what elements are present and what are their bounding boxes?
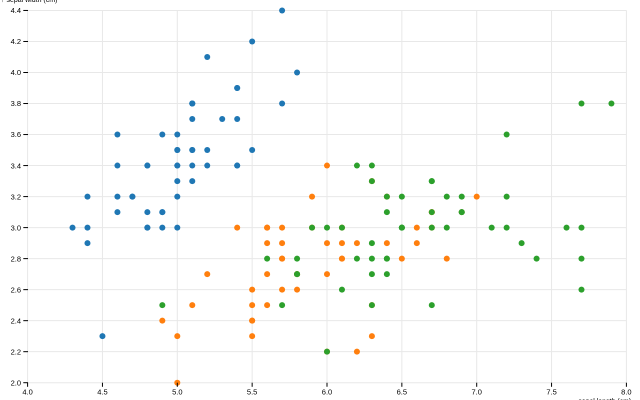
svg-text:4.2: 4.2 — [11, 37, 21, 46]
svg-text:↑ sepal width (cm): ↑ sepal width (cm) — [1, 0, 57, 4]
svg-text:3.8: 3.8 — [11, 99, 21, 108]
svg-text:3.2: 3.2 — [11, 192, 21, 201]
svg-text:6.0: 6.0 — [322, 388, 332, 397]
svg-text:7.5: 7.5 — [546, 388, 556, 397]
svg-text:4.0: 4.0 — [11, 68, 21, 77]
svg-text:5.5: 5.5 — [247, 388, 257, 397]
svg-text:3.6: 3.6 — [11, 130, 21, 139]
svg-text:6.5: 6.5 — [397, 388, 407, 397]
svg-text:3.0: 3.0 — [11, 223, 21, 232]
svg-text:5.0: 5.0 — [172, 388, 182, 397]
svg-text:7.0: 7.0 — [471, 388, 481, 397]
svg-text:2.6: 2.6 — [11, 285, 21, 294]
svg-text:4.5: 4.5 — [97, 388, 107, 397]
svg-text:2.2: 2.2 — [11, 347, 21, 356]
svg-text:sepal length (cm) →: sepal length (cm) → — [578, 398, 640, 400]
svg-text:8.0: 8.0 — [621, 388, 631, 397]
svg-text:4.0: 4.0 — [22, 388, 32, 397]
svg-text:2.0: 2.0 — [11, 378, 21, 387]
svg-text:2.8: 2.8 — [11, 254, 21, 263]
svg-text:2.4: 2.4 — [11, 316, 21, 325]
svg-text:3.4: 3.4 — [11, 161, 21, 170]
svg-text:4.4: 4.4 — [11, 6, 21, 15]
